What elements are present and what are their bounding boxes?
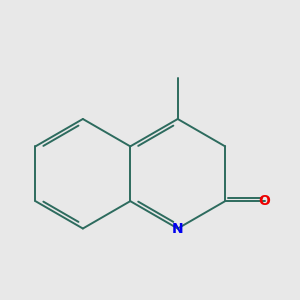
Text: O: O	[259, 194, 271, 208]
Text: N: N	[172, 221, 184, 236]
